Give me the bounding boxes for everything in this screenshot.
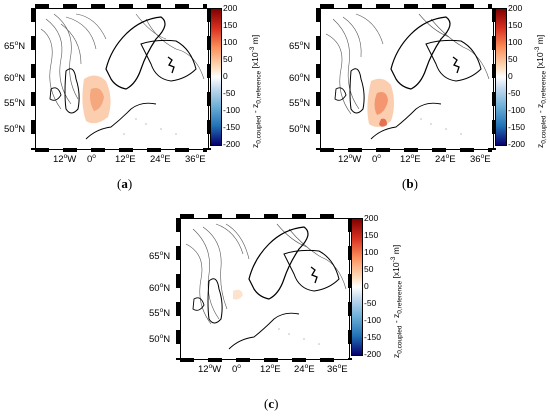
colorbar-tick: 200	[508, 3, 523, 13]
lon-label: 12oW	[338, 153, 362, 166]
lat-label: 55oN	[4, 97, 26, 110]
colorbar-tick: 150	[364, 230, 379, 240]
lat-label: 60oN	[4, 72, 26, 85]
panel-a: 65oN 60oN 55oN 50oN 12oW 0o 12oE 24oE 36…	[0, 0, 275, 195]
lon-label: 12oW	[53, 153, 77, 166]
colorbar-tick: -200	[223, 139, 241, 149]
panel-b: 65oN 60oN 55oN 50oN 12oW 0o 12oE 24oE 36…	[275, 0, 550, 195]
caption-b: (b)	[402, 176, 418, 191]
uk-coast	[64, 68, 80, 114]
colorbar-tick: -150	[508, 122, 526, 132]
map-frame-c	[180, 218, 350, 360]
colorbar-tick: 0	[364, 281, 369, 291]
colorbar-tick: 100	[364, 247, 379, 257]
colorbar-b	[495, 8, 507, 146]
lon-label: 36oE	[470, 153, 491, 166]
colorbar-tick: 100	[223, 37, 238, 47]
lat-label: 60oN	[149, 282, 171, 295]
colorbar-tick: 150	[508, 20, 523, 30]
lat-label: 60oN	[289, 72, 311, 85]
frame-border-c	[176, 214, 352, 362]
colorbar-title: z0,coupled - z0,reference [x10-3 m]	[249, 34, 263, 148]
lat-label: 65oN	[149, 250, 171, 263]
lat-label: 50oN	[289, 123, 311, 136]
lat-label: 55oN	[149, 307, 171, 320]
colorbar-tick: -50	[223, 88, 236, 98]
colorbar-tick: 50	[508, 54, 518, 64]
panel-c: 65oN 60oN 55oN 50oN 12oW 0o 12oE 24oE 36…	[137, 205, 412, 415]
colorbar-tick: 100	[508, 37, 523, 47]
colorbar-tick: 0	[223, 71, 228, 81]
colorbar-tick: -150	[364, 332, 382, 342]
lon-label: 36oE	[327, 363, 348, 376]
map-c	[185, 223, 347, 350]
map-frame-b	[320, 8, 494, 150]
colorbar-a	[210, 8, 222, 146]
colorbar-tick: -100	[364, 315, 382, 325]
lon-label: 24oE	[150, 153, 171, 166]
caption-c: (c)	[264, 396, 279, 411]
colorbar-tick: 200	[364, 213, 379, 223]
lon-label: 0o	[232, 363, 241, 376]
lon-label: 36oE	[185, 153, 206, 166]
lon-label: 12oE	[260, 363, 281, 376]
lon-label: 0o	[87, 153, 96, 166]
frame-border-a	[31, 4, 211, 152]
lat-label: 50oN	[149, 333, 171, 346]
lon-label: 0o	[372, 153, 381, 166]
scandinavia-coast	[105, 16, 166, 90]
lon-label: 24oE	[294, 363, 315, 376]
colorbar-tick: 0	[508, 71, 513, 81]
map-a	[40, 13, 205, 140]
lon-label: 12oE	[115, 153, 136, 166]
frame-border-b	[316, 4, 496, 152]
colorbar-tick: 50	[364, 264, 374, 274]
lon-label: 12oW	[198, 363, 222, 376]
colorbar-tick: -100	[508, 105, 526, 115]
colorbar-tick: 150	[223, 20, 238, 30]
lat-label: 65oN	[4, 40, 26, 53]
lon-label: 12oE	[400, 153, 421, 166]
colorbar-tick: -100	[223, 105, 241, 115]
colorbar-tick: -50	[508, 88, 521, 98]
lon-label: 24oE	[435, 153, 456, 166]
colorbar-tick: -50	[364, 298, 377, 308]
caption-a: (a)	[117, 176, 133, 191]
colorbar-tick: 200	[223, 3, 238, 13]
map-b	[325, 13, 490, 140]
colorbar-c	[351, 218, 363, 356]
colorbar-tick: -200	[508, 139, 526, 149]
lat-label: 50oN	[4, 123, 26, 136]
colorbar-tick: -200	[364, 349, 382, 359]
colorbar-title: z0,coupled - z0,reference [x10-3 m]	[534, 34, 548, 148]
colorbar-tick: 50	[223, 54, 233, 64]
lat-label: 55oN	[289, 97, 311, 110]
colorbar-tick: -150	[223, 122, 241, 132]
lat-label: 65oN	[289, 40, 311, 53]
map-frame-a	[35, 8, 209, 150]
colorbar-title: z0,coupled - z0,reference [x10-3 m]	[390, 244, 404, 358]
